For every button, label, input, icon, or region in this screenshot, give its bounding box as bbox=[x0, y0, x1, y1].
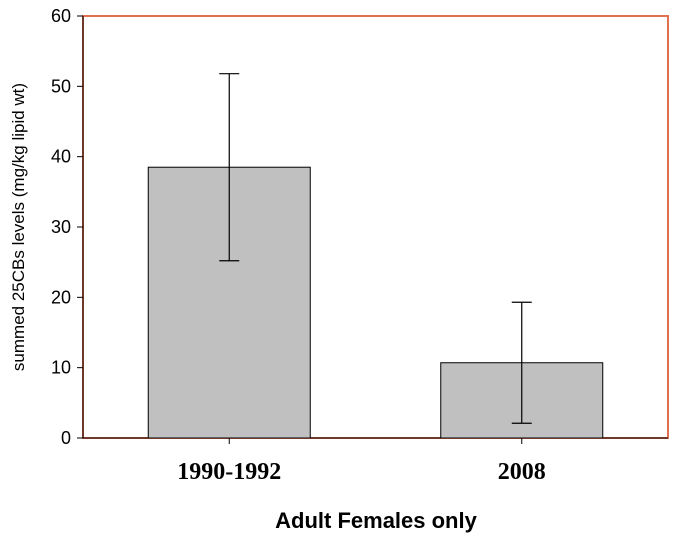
x-category-label: 1990-1992 bbox=[177, 459, 281, 485]
x-axis-title: Adult Females only bbox=[275, 508, 477, 533]
x-labels-group: 1990-1992 2008 bbox=[177, 438, 546, 485]
y-tick-label: 60 bbox=[51, 6, 71, 26]
y-tick-label: 10 bbox=[51, 358, 71, 378]
y-tick-label: 50 bbox=[51, 76, 71, 96]
y-tick-label: 0 bbox=[61, 428, 71, 448]
y-tick-label: 20 bbox=[51, 287, 71, 307]
y-ticks-group: 0 10 20 30 40 50 60 bbox=[51, 6, 83, 448]
error-bars-group bbox=[219, 73, 532, 424]
y-axis-title: summed 25CBs levels (mg/kg lipid wt) bbox=[9, 83, 28, 371]
bars-group bbox=[147, 166, 604, 439]
y-tick-label: 40 bbox=[51, 147, 71, 167]
y-tick-label: 30 bbox=[51, 217, 71, 237]
x-category-label: 2008 bbox=[498, 459, 546, 485]
